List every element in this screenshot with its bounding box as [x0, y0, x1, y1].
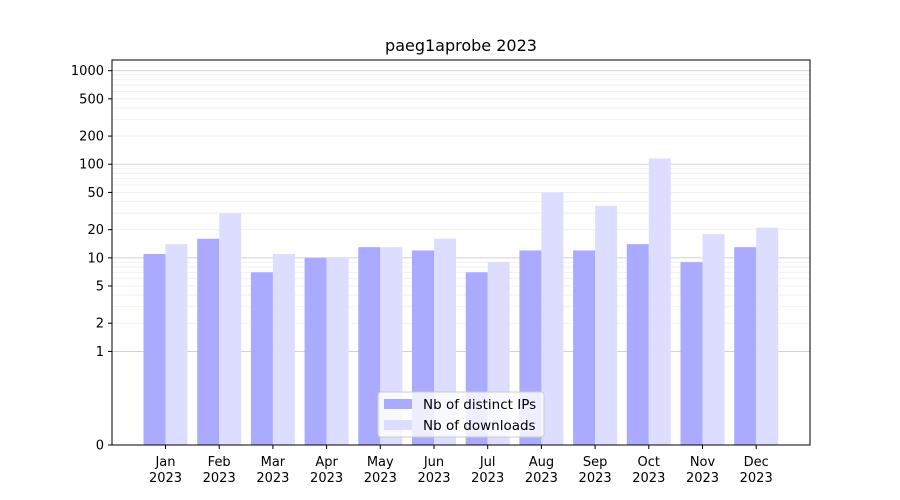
bar-distinct-ips — [626, 244, 649, 445]
x-tick-label-year: 2023 — [203, 471, 236, 486]
bar-downloads — [702, 233, 725, 445]
bar-downloads — [595, 205, 618, 445]
y-tick-label: 20 — [87, 223, 104, 238]
x-tick-label-month: Jul — [479, 455, 496, 470]
bar-distinct-ips — [358, 247, 381, 445]
y-tick-label: 200 — [79, 130, 104, 145]
y-tick-label: 500 — [79, 92, 104, 107]
legend-label: Nb of distinct IPs — [423, 397, 536, 413]
x-tick-label-month: Jun — [423, 455, 444, 470]
legend-label: Nb of downloads — [423, 418, 536, 434]
legend-swatch — [384, 420, 412, 430]
y-tick-label: 1000 — [71, 64, 104, 79]
bar-downloads — [648, 158, 671, 445]
legend-box — [377, 391, 545, 438]
y-tick-label: 10 — [87, 251, 104, 266]
y-axis: 0 1 2 5 10 20 50 100 200 500 1000 — [71, 64, 112, 454]
y-tick-label: 100 — [79, 158, 104, 173]
x-tick-label-month: Nov — [690, 455, 716, 470]
x-tick-label-month: Oct — [638, 455, 660, 470]
bar-distinct-ips — [143, 253, 166, 445]
bar-distinct-ips — [573, 250, 596, 445]
x-tick-label-month: Feb — [208, 455, 231, 470]
legend-swatch — [384, 399, 412, 409]
bar-distinct-ips — [734, 247, 757, 445]
bar-downloads — [219, 213, 242, 445]
x-tick-label-month: Jan — [154, 455, 175, 470]
y-tick-label: 50 — [87, 186, 104, 201]
y-tick-label: 0 — [96, 439, 104, 454]
y-tick-label: 1 — [96, 345, 104, 360]
x-tick-label-month: Sep — [583, 455, 608, 470]
legend: Nb of distinct IPs Nb of downloads — [377, 391, 545, 438]
x-tick-label-year: 2023 — [364, 471, 397, 486]
x-tick-label-year: 2023 — [256, 471, 289, 486]
x-tick-label-year: 2023 — [686, 471, 719, 486]
x-tick-label-month: Apr — [315, 455, 338, 470]
x-tick-label-month: Mar — [261, 455, 286, 470]
x-tick-label-year: 2023 — [525, 471, 558, 486]
x-tick-label-year: 2023 — [740, 471, 773, 486]
bar-distinct-ips — [250, 272, 273, 445]
bar-downloads — [541, 192, 564, 445]
x-tick-label-month: Aug — [529, 455, 554, 470]
bar-distinct-ips — [197, 238, 220, 445]
plot-frame — [111, 59, 811, 446]
bar-distinct-ips — [680, 262, 703, 445]
x-tick-label-year: 2023 — [471, 471, 504, 486]
x-tick-label-year: 2023 — [632, 471, 665, 486]
x-tick-label-month: Dec — [744, 455, 769, 470]
bar-downloads — [326, 257, 349, 445]
x-tick-label-year: 2023 — [417, 471, 450, 486]
x-axis: Jan2023Feb2023Mar2023Apr2023May2023Jun20… — [149, 445, 773, 486]
x-tick-label-year: 2023 — [310, 471, 343, 486]
bar-downloads — [165, 244, 188, 445]
chart-title: paeg1aprobe 2023 — [385, 36, 537, 55]
x-tick-label-month: May — [367, 455, 394, 470]
y-tick-label: 2 — [96, 317, 104, 332]
y-tick-label: 5 — [96, 280, 104, 295]
bar-distinct-ips — [304, 257, 327, 445]
x-tick-label-year: 2023 — [579, 471, 612, 486]
bar-downloads — [272, 253, 295, 445]
x-tick-label-year: 2023 — [149, 471, 182, 486]
bar-downloads — [756, 227, 779, 445]
